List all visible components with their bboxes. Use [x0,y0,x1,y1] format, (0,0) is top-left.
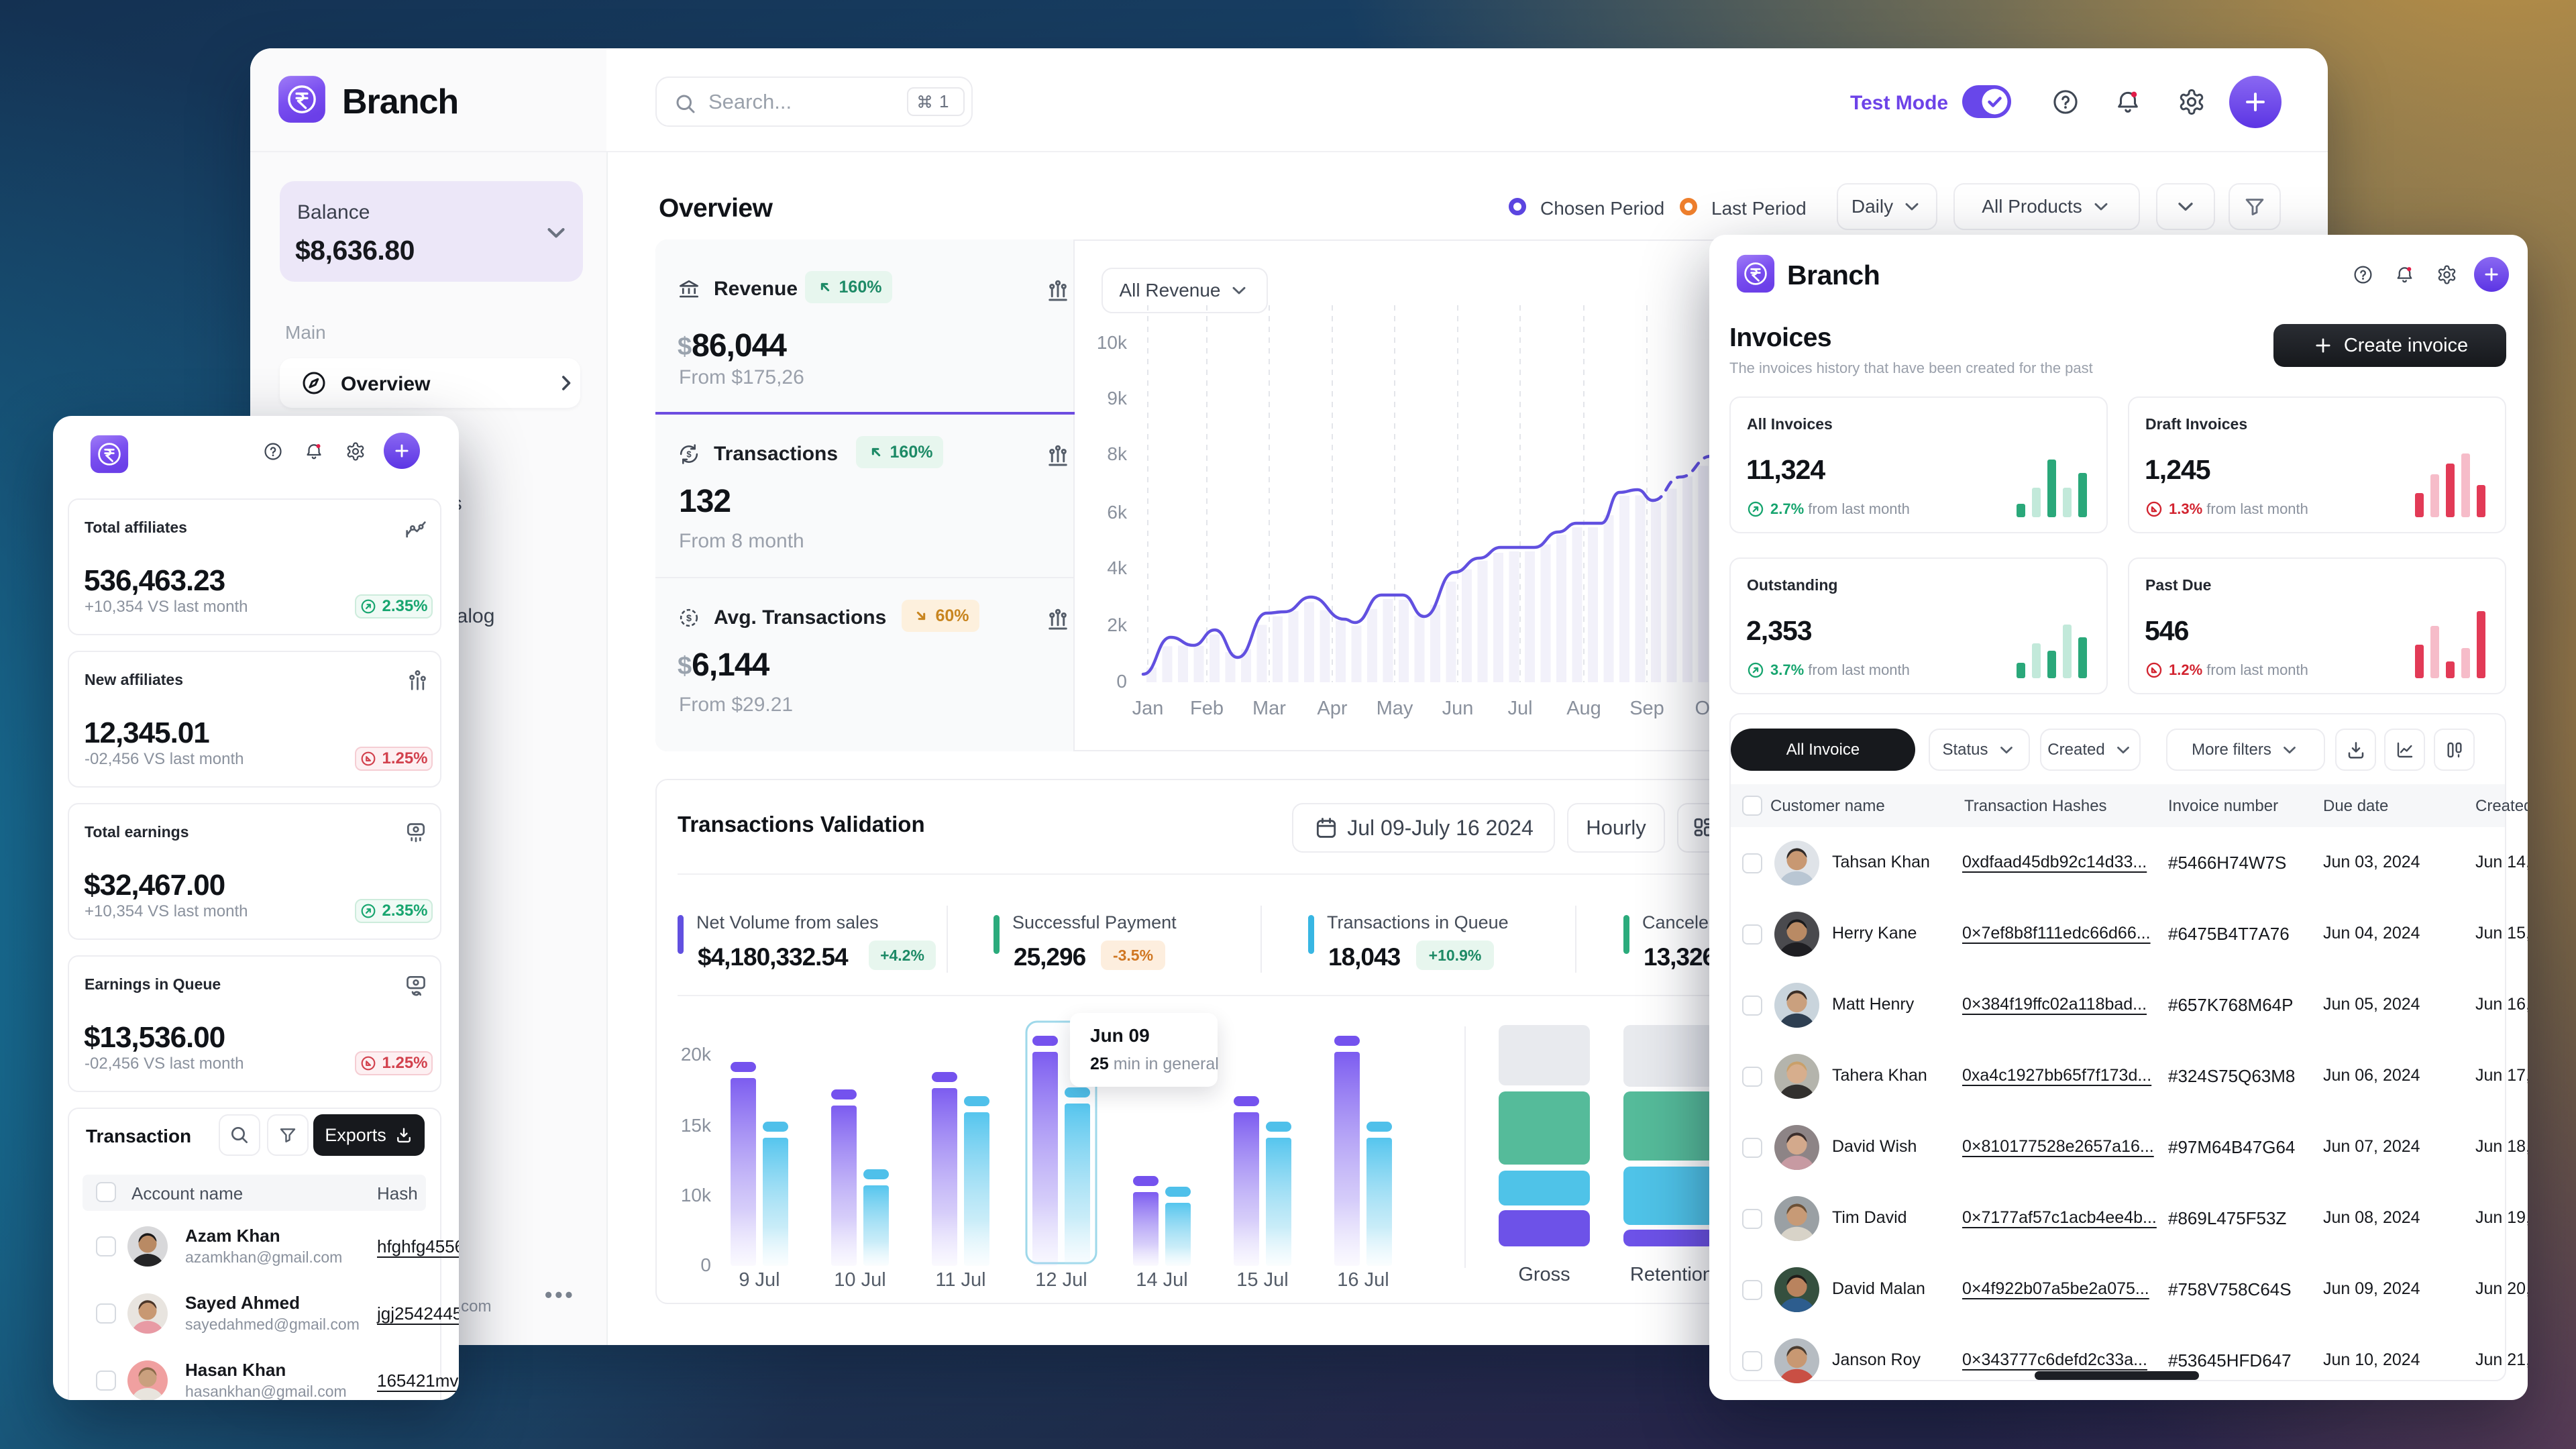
svg-text:$: $ [686,449,692,459]
svg-text:$: $ [686,613,692,624]
